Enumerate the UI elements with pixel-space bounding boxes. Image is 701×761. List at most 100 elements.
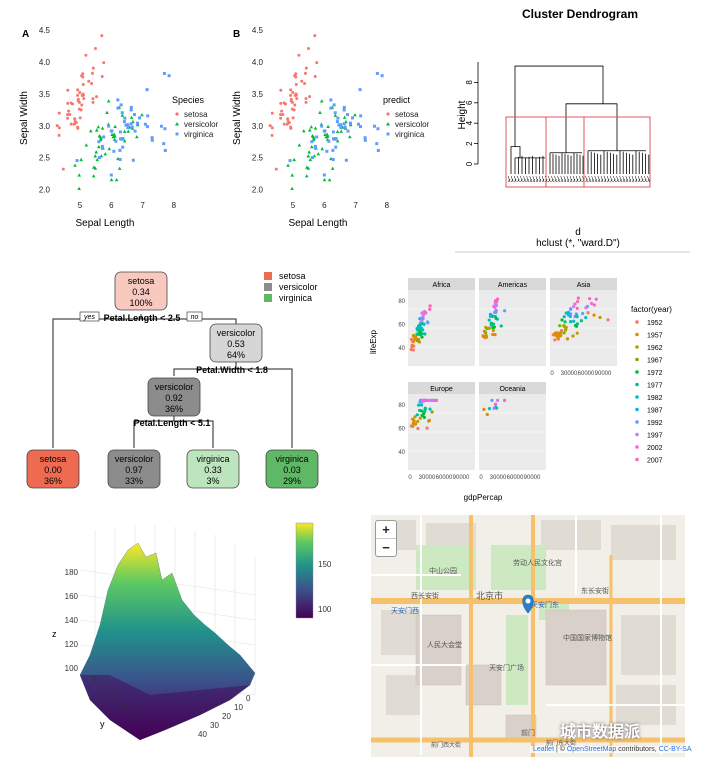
data-point — [113, 124, 117, 128]
data-point — [375, 71, 379, 75]
map-minor-roads — [371, 515, 685, 755]
y-axis: 0 20 40 — [92, 675, 129, 712]
facet: Americas — [479, 278, 546, 366]
data-point — [558, 324, 562, 328]
data-point — [133, 129, 137, 133]
x-tick-label: 8 — [385, 201, 390, 210]
map-label: 天安门广场 — [489, 663, 524, 672]
leaf-label — [631, 175, 635, 183]
surface-mesh — [79, 542, 256, 741]
data-point — [336, 116, 340, 120]
data-point — [331, 148, 335, 152]
data-point — [334, 136, 338, 140]
data-point — [124, 123, 128, 127]
data-point — [289, 93, 293, 97]
data-point — [421, 398, 425, 402]
zoom-out-button[interactable]: − — [376, 538, 396, 556]
data-point — [592, 303, 596, 307]
data-point — [84, 53, 88, 57]
data-point — [145, 125, 149, 129]
data-point — [88, 129, 93, 133]
data-point — [487, 318, 491, 322]
data-point — [487, 407, 492, 411]
license-link[interactable]: CC-BY-SA — [658, 746, 692, 753]
x-tick-label: 40 — [198, 730, 207, 739]
data-point — [322, 177, 327, 182]
data-point — [329, 106, 333, 110]
data-point — [68, 112, 72, 116]
data-point — [488, 312, 493, 316]
data-point — [268, 124, 272, 128]
data-point — [584, 306, 588, 310]
map-label: 北京市 — [476, 590, 503, 601]
data-point — [495, 406, 499, 410]
data-point — [297, 143, 302, 147]
data-point — [94, 46, 98, 50]
leaf-label — [538, 175, 542, 183]
data-point — [565, 337, 570, 341]
leaf-label — [535, 175, 539, 183]
data-point — [416, 426, 420, 431]
x-axis: 5 6 7 8 — [291, 201, 390, 210]
data-point — [418, 416, 422, 420]
legend-marker — [175, 112, 179, 116]
data-point — [414, 335, 418, 339]
x-tick-label: 60000 — [507, 475, 524, 481]
data-point — [572, 304, 576, 309]
osm-link[interactable]: OpenStreetMap — [566, 746, 617, 753]
data-point — [331, 130, 335, 134]
data-point — [286, 163, 290, 167]
data-point — [358, 88, 362, 92]
legend-label: virginica — [184, 130, 214, 139]
location-pin-icon[interactable] — [522, 594, 534, 614]
data-point — [140, 113, 144, 117]
y-tick-label: 4 — [465, 120, 474, 125]
data-point — [576, 299, 580, 304]
data-point — [107, 124, 111, 128]
data-point — [331, 157, 335, 161]
data-point — [573, 323, 578, 327]
data-point — [90, 71, 94, 75]
data-point — [316, 152, 321, 156]
y-axis: 2.0 2.5 3.0 3.5 4.0 4.5 — [39, 26, 51, 195]
z-axis: 100 120 140 160 180 — [65, 568, 79, 673]
data-point — [426, 398, 430, 402]
zoom-in-button[interactable]: + — [382, 522, 390, 537]
data-point — [121, 145, 125, 149]
x-axis-label: Sepal Length — [289, 218, 348, 229]
data-point — [372, 124, 376, 128]
leaflet-link[interactable]: Leaflet — [533, 746, 555, 753]
data-point — [335, 129, 340, 133]
leaf-label — [541, 175, 545, 183]
colorbar-tick-label: 150 — [318, 560, 332, 569]
data-point — [109, 177, 114, 182]
y-axis-label: lifeExp — [369, 329, 378, 354]
tree-node-prob: 0.00 — [44, 465, 62, 475]
data-point — [573, 302, 577, 306]
data-point — [307, 46, 311, 50]
leaf-label — [588, 175, 591, 183]
zoom-control: + − — [375, 520, 397, 557]
data-point — [294, 72, 298, 76]
y-tick-label: 2.5 — [252, 154, 264, 163]
data-point — [162, 71, 166, 75]
x-tick-label: 0 — [246, 694, 251, 703]
data-point — [592, 313, 596, 317]
legend-swatch — [264, 272, 272, 280]
legend-label: 1957 — [647, 333, 663, 340]
data-point — [334, 145, 338, 149]
data-point — [422, 310, 426, 314]
tree-node-pct: 33% — [125, 476, 143, 486]
data-point — [492, 325, 496, 329]
leaf-label — [616, 175, 619, 183]
y-tick-label: 2 — [465, 141, 474, 146]
facet-label: Europe — [430, 386, 453, 393]
leaf-label — [529, 175, 532, 183]
y-axis-label: Height — [457, 100, 468, 129]
data-point — [150, 136, 154, 140]
tree-node-prob: 0.34 — [132, 287, 150, 297]
data-point — [306, 154, 311, 158]
data-point — [109, 129, 113, 133]
